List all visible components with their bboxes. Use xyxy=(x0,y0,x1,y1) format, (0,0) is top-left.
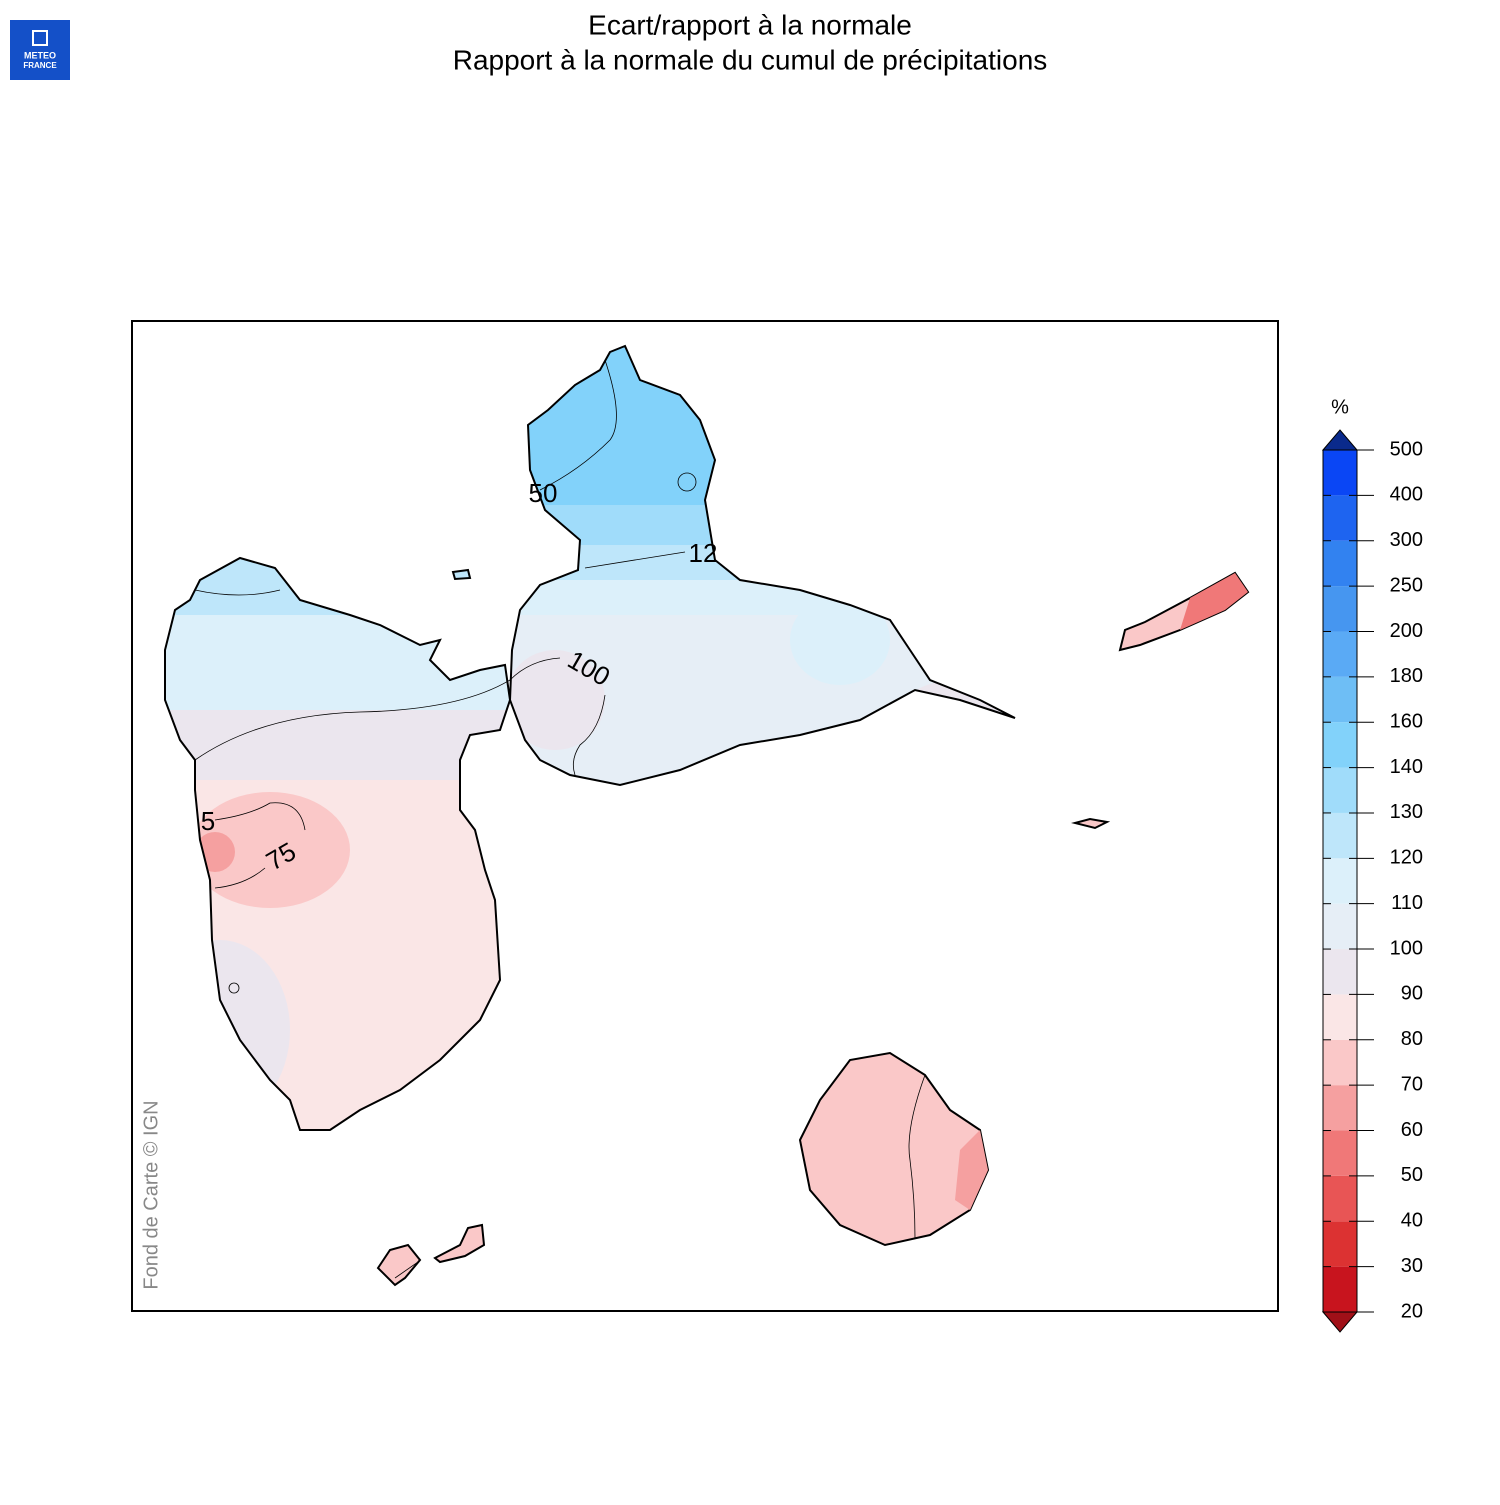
contour-label: 5 xyxy=(201,806,215,836)
contour-line xyxy=(677,472,697,492)
colorbar-tick-label: 500 xyxy=(1390,438,1423,460)
les-saintes xyxy=(433,1223,486,1264)
colorbar-frame xyxy=(1322,449,1358,1313)
marie-galante-zone xyxy=(955,1130,988,1210)
colorbar-tick-label: 110 xyxy=(1391,892,1423,914)
colorbar-band xyxy=(1323,586,1357,632)
contour-line xyxy=(539,359,617,491)
petite-terre xyxy=(1071,817,1111,830)
colorbar-band xyxy=(1323,722,1357,768)
islet xyxy=(451,568,472,581)
colorbar-tick-label: 200 xyxy=(1390,620,1423,642)
colorbar-tick-label: 50 xyxy=(1401,1164,1423,1186)
colorbar-band xyxy=(1323,1130,1357,1176)
colorbar-band xyxy=(1323,1085,1357,1131)
colorbar-band xyxy=(1323,812,1357,859)
colorbar-tick-label: 140 xyxy=(1390,756,1423,778)
logo-text: METEO xyxy=(24,50,56,60)
colorbar-band xyxy=(1323,858,1357,904)
colorbar-tick-label: 100 xyxy=(1390,937,1423,959)
colorbar-band xyxy=(1323,903,1357,950)
colorbar-tick-label: 80 xyxy=(1401,1028,1423,1050)
colorbar-band xyxy=(1323,540,1357,587)
contour-line xyxy=(194,657,561,761)
colorbar-tick-label: 40 xyxy=(1401,1210,1423,1232)
coastline xyxy=(164,556,512,1131)
colorbar-band xyxy=(1323,676,1357,723)
colorbar-tick-label: 90 xyxy=(1401,983,1423,1005)
colorbar-over xyxy=(1321,429,1359,451)
colorbar-tick-label: 30 xyxy=(1401,1255,1423,1277)
coastline xyxy=(508,344,1016,787)
colorbar-tick-label: 250 xyxy=(1390,574,1423,596)
colorbar-band xyxy=(1323,1039,1357,1086)
colorbar-tick-label: 120 xyxy=(1390,847,1423,869)
colorbar-band xyxy=(1323,949,1357,995)
contour-line xyxy=(908,1074,926,1239)
colorbar-unit: % xyxy=(1331,396,1349,418)
logo-icon xyxy=(32,30,48,46)
colorbar-tick-label: 180 xyxy=(1390,665,1423,687)
colorbar-tick-label: 160 xyxy=(1390,710,1423,732)
contour-line xyxy=(394,1261,419,1279)
colorbar-band xyxy=(1323,450,1357,496)
subtitle: Rapport à la normale du cumul de précipi… xyxy=(453,44,1048,75)
colorbar-tick-label: 400 xyxy=(1390,484,1423,506)
colorbar-band xyxy=(1323,1221,1357,1267)
contour-line xyxy=(228,982,240,994)
colorbar-tick-label: 130 xyxy=(1390,801,1423,823)
colorbar-band xyxy=(1323,994,1357,1040)
colorbar-under xyxy=(1321,1311,1359,1333)
contour-line xyxy=(584,551,686,569)
logo: METEO FRANCE xyxy=(10,20,70,80)
desirade-zone xyxy=(1180,573,1248,630)
credit: Fond de Carte © IGN xyxy=(140,1100,162,1289)
colorbar-tick-label: 60 xyxy=(1401,1119,1423,1141)
colorbar-band xyxy=(1323,1266,1357,1312)
contour-line xyxy=(214,802,306,889)
colorbar-band xyxy=(1323,495,1357,541)
colorbar: 20 30 40 50 60 70 80 90 100 110 120 130 140 160 180 200… xyxy=(1321,429,1423,1333)
contour-label: 50 xyxy=(529,478,558,508)
colorbar-band xyxy=(1323,1175,1357,1222)
colorbar-band xyxy=(1323,631,1357,677)
contour-line xyxy=(194,589,281,596)
colorbar-tick-label: 20 xyxy=(1401,1300,1423,1322)
logo-text: FRANCE xyxy=(23,61,57,70)
contour-label: 12 xyxy=(689,538,718,568)
contour-line xyxy=(572,694,606,776)
title: Ecart/rapport à la normale xyxy=(588,9,912,40)
colorbar-band xyxy=(1323,767,1357,813)
colorbar-tick-label: 70 xyxy=(1401,1073,1423,1095)
les-saintes xyxy=(376,1243,422,1287)
colorbar-tick-label: 300 xyxy=(1390,529,1423,551)
